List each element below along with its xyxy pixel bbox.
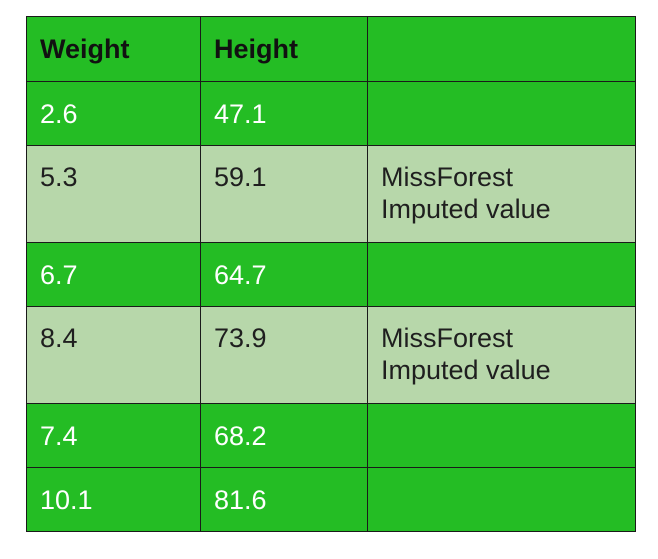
note-cell bbox=[367, 467, 636, 532]
note-cell bbox=[367, 403, 636, 468]
note-cell bbox=[367, 81, 636, 146]
data-table: Weight Height 2.6 47.1 5.3 59.1 MissFore… bbox=[26, 16, 636, 532]
header-note bbox=[367, 16, 636, 82]
imputed-value-label: Imputed value bbox=[381, 355, 551, 385]
note-cell: MissForest Imputed value bbox=[367, 145, 636, 243]
weight-cell: 6.7 bbox=[26, 242, 201, 307]
imputation-method-label: MissForest bbox=[381, 162, 514, 192]
height-cell: 73.9 bbox=[200, 306, 368, 404]
imputed-value-label: Imputed value bbox=[381, 194, 551, 224]
note-cell bbox=[367, 242, 636, 307]
weight-cell: 5.3 bbox=[26, 145, 201, 243]
weight-cell: 10.1 bbox=[26, 467, 201, 532]
note-cell: MissForest Imputed value bbox=[367, 306, 636, 404]
table-row: 2.6 47.1 bbox=[26, 81, 636, 146]
height-cell: 59.1 bbox=[200, 145, 368, 243]
height-cell: 64.7 bbox=[200, 242, 368, 307]
header-row: Weight Height bbox=[26, 16, 636, 82]
table-row: 8.4 73.9 MissForest Imputed value bbox=[26, 306, 636, 404]
height-cell: 47.1 bbox=[200, 81, 368, 146]
table-row: 5.3 59.1 MissForest Imputed value bbox=[26, 145, 636, 243]
imputation-method-label: MissForest bbox=[381, 323, 514, 353]
height-cell: 81.6 bbox=[200, 467, 368, 532]
weight-cell: 2.6 bbox=[26, 81, 201, 146]
table-row: 6.7 64.7 bbox=[26, 242, 636, 307]
header-height: Height bbox=[200, 16, 368, 82]
weight-cell: 7.4 bbox=[26, 403, 201, 468]
table-row: 7.4 68.2 bbox=[26, 403, 636, 468]
height-cell: 68.2 bbox=[200, 403, 368, 468]
header-weight: Weight bbox=[26, 16, 201, 82]
table-row: 10.1 81.6 bbox=[26, 467, 636, 532]
weight-cell: 8.4 bbox=[26, 306, 201, 404]
